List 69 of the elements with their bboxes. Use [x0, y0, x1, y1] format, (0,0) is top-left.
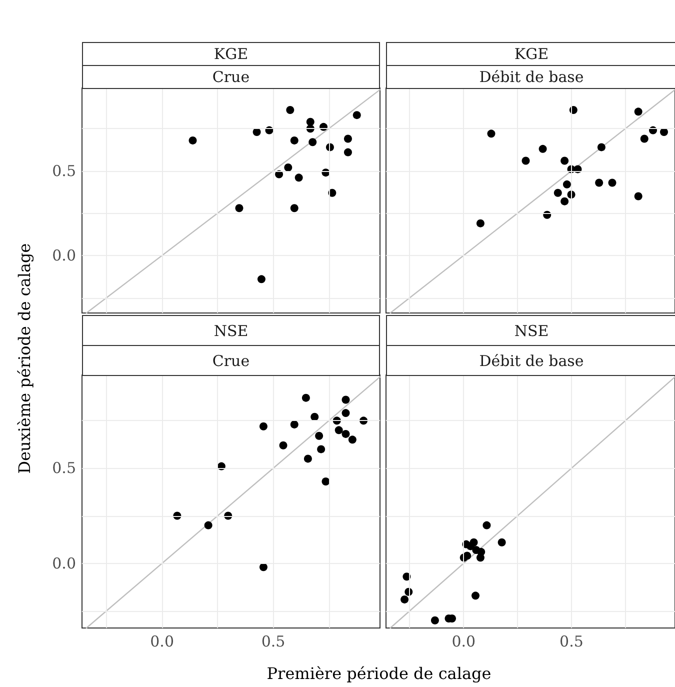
point	[597, 143, 606, 152]
point	[315, 432, 324, 440]
chart-subtitle: Débit de base	[386, 345, 675, 376]
point	[342, 430, 350, 438]
chart-title: NSE	[386, 315, 675, 346]
chart-title: KGE	[82, 42, 380, 66]
point	[634, 192, 642, 200]
point	[352, 111, 361, 120]
point	[290, 204, 298, 212]
x-tick-label: 0.5	[261, 632, 286, 650]
point	[342, 409, 350, 418]
point	[306, 118, 314, 126]
point	[290, 420, 298, 428]
y-axis-title: Deuxième période de calage	[14, 242, 34, 474]
point	[284, 164, 292, 172]
point	[472, 592, 480, 600]
point	[188, 136, 197, 144]
point	[286, 106, 294, 114]
chart-subtitle: Crue	[82, 65, 380, 89]
point	[560, 156, 569, 165]
point	[498, 538, 506, 546]
point	[595, 178, 604, 187]
point	[259, 563, 268, 572]
y-tick-label: 0.0	[52, 246, 76, 264]
point	[322, 478, 330, 486]
y-tick-label: 0.5	[52, 162, 76, 180]
point	[279, 441, 288, 450]
point	[308, 138, 317, 146]
chart-subtitle: Débit de base	[386, 65, 675, 89]
point	[466, 542, 475, 550]
point	[257, 275, 266, 284]
x-tick-label: 0.0	[150, 632, 174, 650]
point	[400, 595, 409, 604]
point	[482, 521, 491, 530]
point	[235, 204, 244, 212]
point	[538, 144, 547, 153]
chart-title: KGE	[386, 42, 675, 66]
y-tick-label: 0.0	[52, 554, 76, 572]
point	[204, 521, 212, 530]
point	[342, 396, 350, 404]
point	[608, 178, 616, 187]
point	[477, 548, 486, 556]
point	[304, 454, 312, 463]
point	[344, 134, 352, 143]
point	[430, 616, 439, 624]
x-axis-title: Première période de calage	[266, 664, 492, 683]
point	[334, 426, 343, 434]
x-tick-label: 0.0	[452, 632, 476, 650]
point	[562, 180, 571, 188]
chart-title: NSE	[82, 315, 380, 346]
point	[348, 436, 356, 444]
point	[344, 148, 352, 156]
point	[294, 174, 303, 182]
point	[259, 422, 268, 430]
point	[634, 108, 642, 116]
point	[554, 188, 562, 197]
x-tick-label: 0.5	[560, 632, 584, 650]
point	[522, 156, 530, 165]
point	[463, 552, 472, 560]
chart-subtitle: Crue	[82, 345, 380, 376]
point	[640, 134, 648, 143]
point	[487, 130, 496, 138]
point	[290, 136, 298, 144]
point	[476, 219, 484, 228]
y-tick-label: 0.5	[52, 459, 76, 478]
point	[302, 394, 310, 402]
point	[310, 412, 319, 421]
point	[560, 197, 569, 206]
point	[317, 445, 326, 454]
